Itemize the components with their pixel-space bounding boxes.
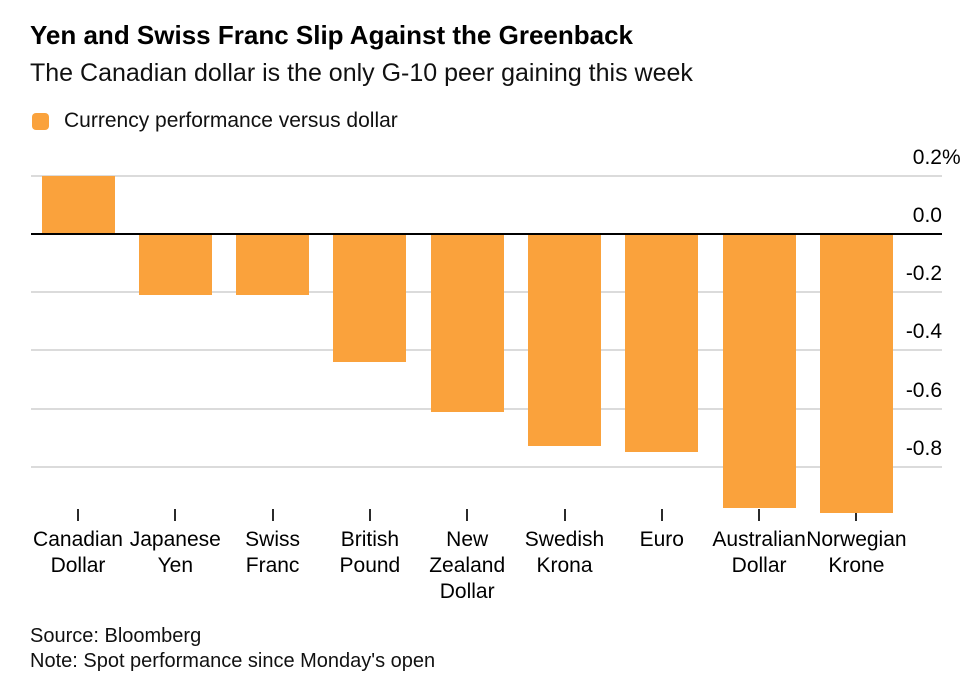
bar-japanese-yen xyxy=(138,234,212,296)
y-axis-tick-label: -0.8 xyxy=(905,436,942,460)
x-category-label: Australian Dollar xyxy=(712,528,806,577)
note-text: Note: Spot performance since Monday's op… xyxy=(30,650,436,672)
bar-canadian-dollar xyxy=(41,175,115,234)
bar-british-pound xyxy=(333,234,407,363)
bar-new-zealand-dollar xyxy=(430,234,504,412)
x-category-label: Swiss Franc xyxy=(245,528,301,577)
legend: Currency performance versus dollar xyxy=(32,109,398,133)
y-axis-tick-label: -0.2 xyxy=(905,262,942,286)
percent-suffix: % xyxy=(942,145,961,169)
x-axis-tick xyxy=(77,509,79,521)
x-axis-tick xyxy=(758,509,761,521)
legend-label: Currency performance versus dollar xyxy=(64,109,398,132)
x-axis-tick xyxy=(174,509,177,521)
x-axis-tick xyxy=(466,509,469,521)
y-axis-tick-label: 0.2% xyxy=(912,145,961,169)
bar-australian-dollar xyxy=(722,234,796,508)
grid-line xyxy=(31,174,942,177)
x-axis-tick xyxy=(563,509,566,521)
bar-swiss-franc xyxy=(236,234,310,296)
bar-swedish-krona xyxy=(528,234,601,447)
x-axis-tick xyxy=(660,509,663,521)
x-category-label: New Zealand Dollar xyxy=(429,528,506,603)
grid-line xyxy=(31,465,942,468)
x-axis-tick xyxy=(368,509,371,521)
x-axis-tick xyxy=(855,509,858,521)
y-axis-tick-label: 0.0 xyxy=(912,204,942,227)
x-category-label: Canadian Dollar xyxy=(33,528,123,577)
bar-chart-plot: 0.2% 0.0 -0.2 -0.4 -0.6 -0.8 xyxy=(31,146,961,522)
chart-footer: Source: Bloomberg Note: Spot performance… xyxy=(30,624,435,674)
x-axis-labels: Canadian Dollar Japanese Yen Swiss Franc Br… xyxy=(31,503,942,603)
x-axis-tick xyxy=(271,509,274,521)
chart-title: Yen and Swiss Franc Slip Against the Gre… xyxy=(30,20,634,50)
y-axis-tick-label: -0.6 xyxy=(905,378,942,402)
x-category-label: British Pound xyxy=(339,528,401,577)
x-category-label: Norwegian Krone xyxy=(806,528,907,577)
chart-subtitle: The Canadian dollar is the only G-10 pee… xyxy=(30,59,693,87)
x-category-label: Japanese Yen xyxy=(129,528,221,577)
y-axis-tick-label: -0.4 xyxy=(905,320,942,344)
zero-baseline xyxy=(31,233,942,235)
bar-euro xyxy=(625,234,699,453)
bar-norwegian-krone xyxy=(819,234,893,514)
source-text: Source: Bloomberg xyxy=(30,625,202,647)
legend-swatch-icon xyxy=(32,112,49,130)
x-category-label: Swedish Krona xyxy=(524,528,605,577)
x-category-label: Euro xyxy=(639,528,684,551)
